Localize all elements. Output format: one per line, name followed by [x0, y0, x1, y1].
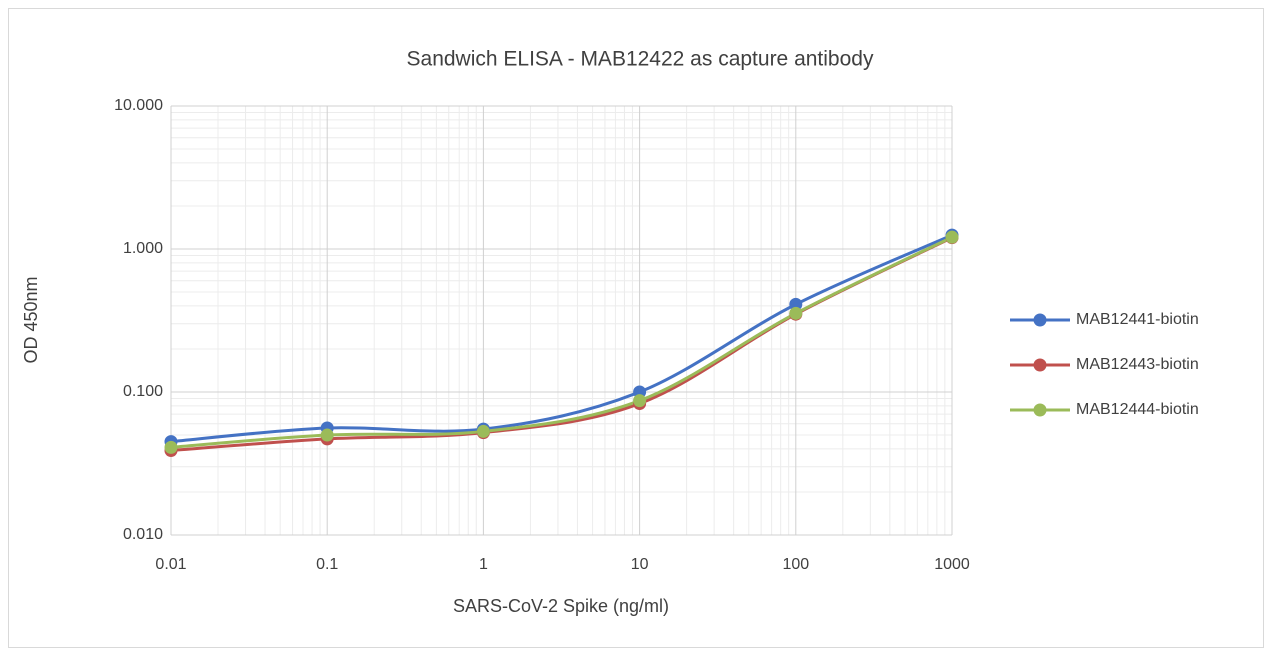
x-tick-label: 0.01	[155, 556, 186, 573]
y-tick-label: 0.010	[123, 526, 163, 543]
x-tick-label: 0.1	[316, 556, 338, 573]
legend-label: MAB12441-biotin	[1076, 311, 1199, 328]
data-point	[789, 306, 803, 320]
x-tick-label: 10	[631, 556, 649, 573]
legend-label: MAB12443-biotin	[1076, 356, 1199, 373]
y-tick-label: 10.000	[114, 97, 163, 114]
legend-marker	[1033, 313, 1047, 327]
y-axis-label: OD 450nm	[21, 276, 41, 363]
x-tick-label: 1000	[934, 556, 970, 573]
data-point	[476, 424, 490, 438]
data-point	[945, 230, 959, 244]
data-point	[320, 428, 334, 442]
x-axis-label: SARS-CoV-2 Spike (ng/ml)	[453, 596, 669, 616]
series-line	[170, 235, 953, 449]
y-tick-label: 0.100	[123, 383, 163, 400]
legend-marker	[1033, 403, 1047, 417]
chart-title: Sandwich ELISA - MAB12422 as capture ant…	[407, 48, 874, 71]
legend-marker	[1033, 358, 1047, 372]
data-point	[789, 297, 803, 311]
legend-label: MAB12444-biotin	[1076, 401, 1199, 418]
data-point	[164, 440, 178, 454]
data-point	[633, 394, 647, 408]
x-tick-label: 1	[479, 556, 488, 573]
series-line	[170, 233, 953, 444]
x-tick-label: 100	[782, 556, 809, 573]
y-tick-label: 1.000	[123, 240, 163, 257]
